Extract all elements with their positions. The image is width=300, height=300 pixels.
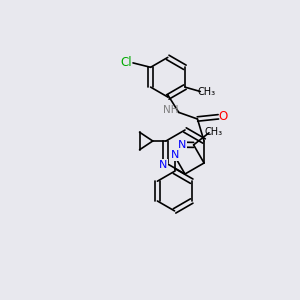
- Text: N: N: [171, 150, 180, 160]
- Text: N: N: [159, 160, 167, 170]
- Text: O: O: [219, 110, 228, 123]
- Text: CH₃: CH₃: [205, 127, 223, 137]
- Text: NH: NH: [163, 105, 178, 116]
- Text: CH₃: CH₃: [197, 86, 215, 97]
- Text: Cl: Cl: [120, 56, 132, 69]
- Text: N: N: [178, 140, 186, 150]
